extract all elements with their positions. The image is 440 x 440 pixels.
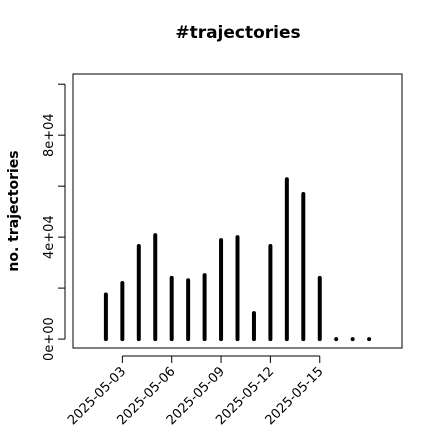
chart-title: #trajectories: [175, 23, 300, 43]
y-axis-label: no. trajectories: [6, 150, 22, 271]
y-tick-label: 0e+00: [42, 317, 57, 361]
y-tick-label: 4e+04: [42, 215, 57, 259]
y-tick-label: 8e+04: [42, 113, 57, 157]
plot-box: [72, 73, 403, 349]
